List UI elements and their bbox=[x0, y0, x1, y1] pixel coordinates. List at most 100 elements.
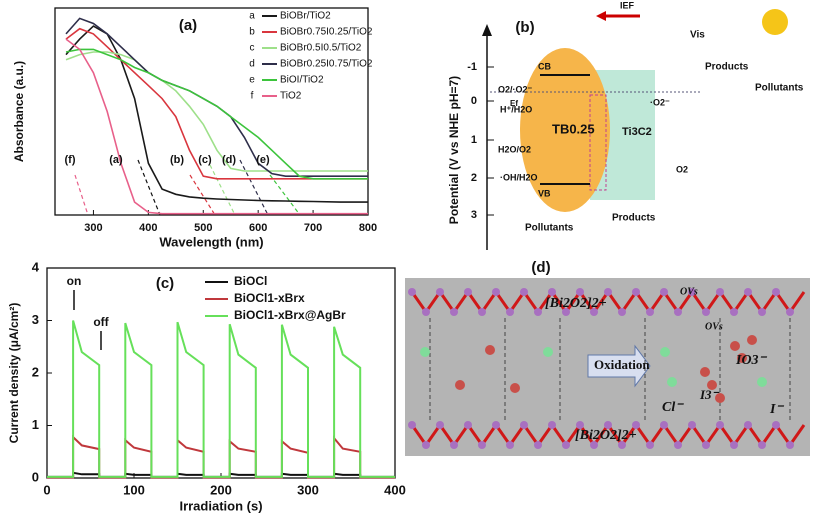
ion bbox=[737, 353, 747, 363]
diagram-label: OVs bbox=[680, 286, 698, 297]
bond bbox=[648, 291, 666, 313]
diagram-label: Ti3C2 bbox=[622, 126, 652, 138]
diagram-label: Products bbox=[705, 62, 749, 73]
bond bbox=[606, 291, 624, 313]
bi-atom bbox=[576, 288, 584, 296]
x-tick-label: 500 bbox=[194, 222, 212, 234]
bi-atom bbox=[674, 308, 682, 316]
bi-atom bbox=[674, 441, 682, 449]
bi-atom bbox=[660, 288, 668, 296]
bond bbox=[760, 291, 778, 313]
bond bbox=[788, 424, 806, 446]
tangent bbox=[269, 174, 301, 216]
legend-label: BiOBr0.25I0.75/TiO2 bbox=[280, 59, 373, 70]
plot-frame bbox=[54, 7, 369, 216]
ion bbox=[485, 345, 495, 355]
bond bbox=[592, 424, 610, 446]
diagram-label: OVs bbox=[705, 321, 723, 332]
bond bbox=[424, 424, 442, 446]
legend-key: a bbox=[249, 11, 255, 22]
legend-key: d bbox=[249, 59, 255, 70]
ion bbox=[543, 347, 553, 357]
panel-b bbox=[482, 9, 788, 250]
bi-atom bbox=[702, 308, 710, 316]
bi-atom bbox=[562, 441, 570, 449]
bond bbox=[522, 424, 540, 446]
bi-atom bbox=[576, 421, 584, 429]
y-tick-label: 2 bbox=[32, 364, 39, 379]
tick-label: 1 bbox=[471, 134, 477, 146]
bi-atom bbox=[478, 308, 486, 316]
y-tick-label: 4 bbox=[32, 259, 40, 274]
diagram-label: H2O/O2 bbox=[498, 144, 531, 154]
legend-label: TiO2 bbox=[280, 91, 302, 102]
tangent bbox=[74, 174, 89, 216]
bi-atom bbox=[772, 421, 780, 429]
series-line bbox=[65, 48, 368, 180]
bond bbox=[508, 291, 526, 313]
bi-atom bbox=[450, 441, 458, 449]
bi-atom bbox=[450, 308, 458, 316]
bi-atom bbox=[688, 421, 696, 429]
tick-label: 0 bbox=[471, 95, 477, 107]
diagram-label: VB bbox=[538, 188, 551, 198]
legend-label: BiOBr0.75I0.25/TiO2 bbox=[280, 27, 373, 38]
legend-label: BiOBr/TiO2 bbox=[280, 11, 331, 22]
bi-atom bbox=[716, 421, 724, 429]
ion bbox=[700, 367, 710, 377]
x-tick-label: 0 bbox=[43, 482, 50, 497]
bond bbox=[564, 291, 582, 313]
bond bbox=[536, 291, 554, 313]
ion bbox=[510, 383, 520, 393]
bi-atom bbox=[772, 288, 780, 296]
ion bbox=[455, 380, 465, 390]
tangent bbox=[209, 164, 236, 216]
diagram-label: Products bbox=[612, 213, 656, 224]
bi-atom bbox=[604, 421, 612, 429]
bond bbox=[788, 291, 806, 313]
bi-atom bbox=[786, 441, 794, 449]
bond bbox=[746, 424, 764, 446]
bi-atom bbox=[548, 288, 556, 296]
bond bbox=[410, 291, 428, 313]
bi-atom bbox=[730, 308, 738, 316]
bond bbox=[662, 424, 680, 446]
bond bbox=[634, 424, 652, 446]
y-axis-label: Current density (μA/cm²) bbox=[7, 303, 21, 444]
tangents bbox=[74, 159, 301, 216]
bi-atom bbox=[604, 288, 612, 296]
bond bbox=[648, 424, 666, 446]
diagram-label: O2 bbox=[676, 164, 688, 174]
bi-atom bbox=[408, 288, 416, 296]
bond bbox=[550, 291, 568, 313]
axis-label: Potential (V vs NHE pH=7) bbox=[447, 76, 461, 224]
bond bbox=[592, 291, 610, 313]
y-tick-label: 0 bbox=[32, 469, 39, 484]
bi-atom bbox=[422, 308, 430, 316]
bond bbox=[410, 424, 428, 446]
bond bbox=[676, 424, 694, 446]
tick-label: 3 bbox=[471, 209, 477, 221]
bond bbox=[774, 291, 792, 313]
diagram-label: I3⁻ bbox=[699, 387, 721, 402]
diagram-label: CB bbox=[538, 61, 551, 71]
bi-atom bbox=[534, 308, 542, 316]
bond bbox=[578, 291, 596, 313]
diagram-label: Vis bbox=[690, 30, 705, 41]
bond bbox=[480, 424, 498, 446]
bi-atom bbox=[660, 421, 668, 429]
bi-atom bbox=[422, 441, 430, 449]
bond bbox=[732, 291, 750, 313]
bi-atom bbox=[436, 288, 444, 296]
legend-key: e bbox=[249, 75, 255, 86]
ion bbox=[660, 347, 670, 357]
oxidation-arrow bbox=[587, 344, 651, 388]
tangent bbox=[137, 159, 161, 216]
bi-atom bbox=[590, 308, 598, 316]
legend-label: BiOI/TiO2 bbox=[280, 75, 324, 86]
diagram-label: [Bi2O2]2+ bbox=[545, 296, 607, 311]
series-line bbox=[65, 38, 368, 215]
bond bbox=[438, 291, 456, 313]
series-line bbox=[65, 27, 368, 180]
annotation: off bbox=[93, 315, 109, 329]
